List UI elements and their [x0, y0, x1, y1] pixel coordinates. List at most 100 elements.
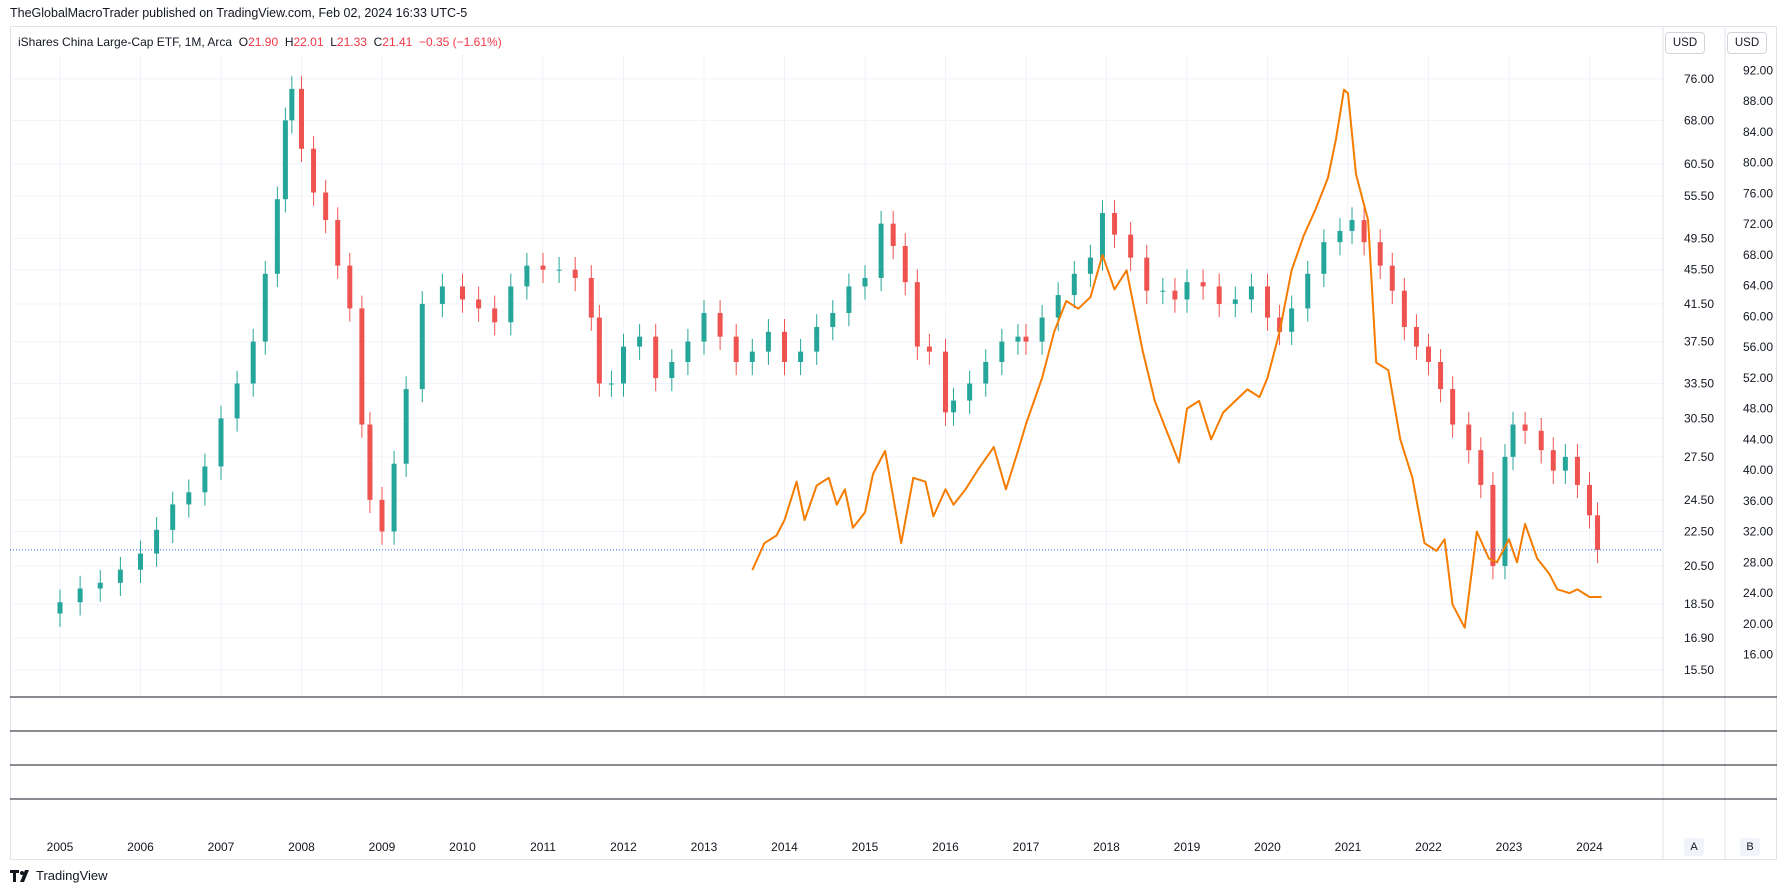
candle-body[interactable] [983, 361, 989, 384]
candle-body[interactable] [765, 331, 771, 352]
candle-body[interactable] [1289, 308, 1295, 332]
candle-body[interactable] [170, 504, 176, 530]
candle-body[interactable] [637, 336, 643, 347]
candle-body[interactable] [1337, 230, 1343, 243]
candle-body[interactable] [403, 389, 409, 464]
candle-body[interactable] [218, 418, 224, 467]
candle-body[interactable] [588, 277, 594, 318]
candle-body[interactable] [1039, 317, 1045, 342]
candle-body[interactable] [77, 588, 83, 603]
candle-body[interactable] [1426, 346, 1431, 362]
candle-body[interactable] [57, 602, 63, 614]
candle-body[interactable] [311, 148, 317, 193]
candle-body[interactable] [1550, 450, 1556, 471]
candle-body[interactable] [1144, 257, 1150, 291]
candle-body[interactable] [1112, 212, 1118, 235]
candle-body[interactable] [556, 269, 562, 271]
candle-body[interactable] [572, 269, 578, 278]
candle-body[interactable] [1277, 317, 1283, 332]
candle-body[interactable] [250, 341, 256, 384]
candle-body[interactable] [492, 308, 498, 323]
candle-body[interactable] [1538, 430, 1544, 451]
candle-body[interactable] [1438, 361, 1444, 390]
candle-body[interactable] [999, 341, 1005, 362]
candle-body[interactable] [1232, 299, 1238, 304]
candle-body[interactable] [1305, 273, 1311, 309]
candle-body[interactable] [1377, 242, 1383, 266]
candle-body[interactable] [1389, 265, 1395, 291]
candle-body[interactable] [367, 424, 373, 500]
candle-body[interactable] [274, 199, 280, 274]
candle-body[interactable] [1466, 424, 1472, 451]
candle-body[interactable] [419, 303, 425, 390]
candle-body[interactable] [621, 346, 626, 384]
candle-body[interactable] [1015, 336, 1021, 342]
candle-body[interactable] [1184, 282, 1190, 300]
candle-body[interactable] [262, 273, 268, 342]
candle-body[interactable] [1200, 282, 1206, 287]
candle-body[interactable] [1574, 456, 1580, 485]
candle-body[interactable] [1502, 456, 1508, 567]
candle-body[interactable] [1349, 220, 1355, 231]
candle-body[interactable] [749, 351, 755, 362]
candle-body[interactable] [439, 286, 445, 304]
candle-body[interactable] [1248, 286, 1254, 300]
candle-body[interactable] [701, 312, 707, 342]
candle-body[interactable] [202, 466, 208, 493]
candle-body[interactable] [138, 553, 143, 570]
tradingview-logo[interactable]: TradingView [10, 868, 108, 883]
candle-body[interactable] [391, 463, 397, 532]
candle-body[interactable] [1321, 242, 1327, 274]
candle-body[interactable] [476, 299, 482, 309]
candle-body[interactable] [359, 308, 365, 425]
candle-body[interactable] [1595, 515, 1601, 550]
candle-body[interactable] [685, 341, 691, 362]
candle-body[interactable] [669, 361, 675, 379]
currency-badge-right[interactable]: USD [1727, 32, 1767, 54]
candle-body[interactable] [733, 336, 739, 362]
candle-body[interactable] [282, 120, 288, 200]
candle-body[interactable] [1450, 389, 1456, 425]
candle-body[interactable] [379, 499, 385, 532]
candle-body[interactable] [508, 286, 514, 323]
currency-badge-left[interactable]: USD [1665, 32, 1705, 54]
candle-body[interactable] [1478, 450, 1484, 485]
candle-body[interactable] [862, 277, 868, 287]
candle-body[interactable] [608, 383, 614, 385]
candle-body[interactable] [1510, 424, 1516, 457]
candle-body[interactable] [299, 88, 304, 149]
candle-body[interactable] [914, 282, 920, 347]
candle-body[interactable] [1128, 234, 1134, 258]
candle-body[interactable] [1490, 484, 1496, 567]
candle-body[interactable] [814, 327, 820, 352]
candle-body[interactable] [967, 383, 973, 401]
candle-body[interactable] [97, 582, 103, 589]
candle-body[interactable] [846, 286, 852, 313]
candle-body[interactable] [1413, 327, 1419, 347]
candle-body[interactable] [234, 383, 240, 419]
scale-button-a[interactable]: A [1684, 838, 1704, 856]
candle-body[interactable] [540, 265, 546, 270]
candle-body[interactable] [1216, 286, 1222, 304]
comparison-series-line[interactable] [751, 88, 1602, 629]
candle-body[interactable] [943, 351, 948, 413]
candle-body[interactable] [1587, 484, 1592, 516]
candle-body[interactable] [951, 400, 957, 413]
candle-body[interactable] [653, 336, 659, 379]
candle-body[interactable] [335, 220, 341, 266]
candle-body[interactable] [902, 245, 908, 283]
candle-body[interactable] [154, 529, 160, 554]
candle-body[interactable] [1160, 290, 1166, 292]
candle-body[interactable] [1401, 290, 1407, 328]
candle-body[interactable] [1265, 286, 1270, 318]
candle-body[interactable] [830, 312, 836, 328]
candle-body[interactable] [347, 265, 353, 309]
candle-body[interactable] [323, 192, 329, 221]
candle-body[interactable] [186, 492, 192, 505]
candle-body[interactable] [890, 223, 896, 246]
candle-body[interactable] [1071, 273, 1077, 296]
candle-body[interactable] [596, 317, 602, 384]
scale-button-b[interactable]: B [1740, 838, 1760, 856]
candle-body[interactable] [1055, 295, 1061, 318]
